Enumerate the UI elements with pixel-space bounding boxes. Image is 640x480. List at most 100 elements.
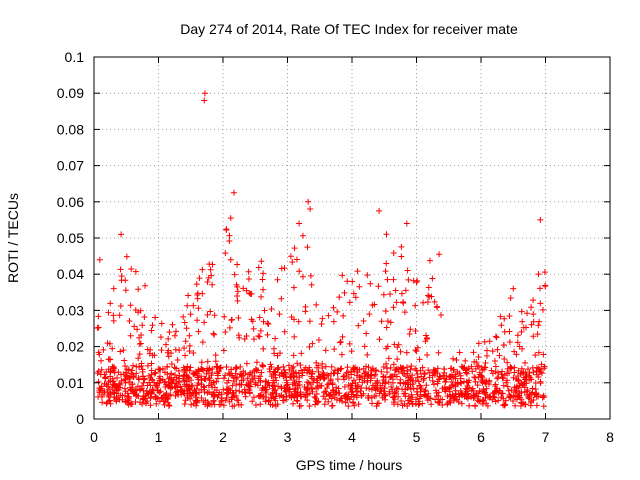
data-point <box>456 370 463 377</box>
data-point <box>463 394 470 401</box>
data-point <box>409 400 416 407</box>
data-point <box>205 400 212 407</box>
data-point <box>255 264 262 271</box>
data-point <box>447 373 454 380</box>
data-point <box>328 363 335 370</box>
data-point <box>339 333 346 340</box>
data-point <box>424 352 431 359</box>
data-point <box>542 283 549 290</box>
data-point <box>308 281 315 288</box>
data-point <box>296 370 303 377</box>
data-point <box>362 363 369 370</box>
data-point <box>169 321 176 328</box>
data-point <box>238 373 245 380</box>
data-point <box>140 396 147 403</box>
data-point <box>181 372 188 379</box>
data-point <box>427 395 434 402</box>
data-point <box>140 387 147 394</box>
data-point <box>439 385 446 392</box>
data-point <box>246 371 253 378</box>
data-point <box>296 220 303 227</box>
x-tick-label: 4 <box>348 429 356 445</box>
data-point <box>260 270 267 277</box>
data-point <box>379 380 386 387</box>
data-point <box>127 302 134 309</box>
data-point <box>182 397 189 404</box>
data-point <box>388 383 395 390</box>
data-point <box>162 341 169 348</box>
data-point <box>512 402 519 409</box>
data-point <box>113 390 120 397</box>
data-point <box>290 352 297 359</box>
data-point <box>109 345 116 352</box>
data-point <box>226 232 233 239</box>
data-point <box>444 401 451 408</box>
data-point <box>378 368 385 375</box>
data-point <box>512 389 519 396</box>
data-point <box>397 348 404 355</box>
data-point <box>103 381 110 388</box>
data-point <box>360 317 367 324</box>
data-point <box>157 388 164 395</box>
data-point <box>398 397 405 404</box>
data-point <box>354 383 361 390</box>
data-point <box>299 273 306 280</box>
data-point <box>122 363 129 370</box>
data-point <box>532 352 539 359</box>
data-point <box>409 372 416 379</box>
data-point <box>365 392 372 399</box>
y-tick-label: 0.02 <box>57 339 84 355</box>
data-point <box>369 365 376 372</box>
data-point <box>382 308 389 315</box>
data-point <box>356 283 363 290</box>
x-tick-label: 8 <box>606 429 614 445</box>
data-point <box>528 321 535 328</box>
x-tick-label: 2 <box>219 429 227 445</box>
data-point <box>297 391 304 398</box>
data-point <box>139 382 146 389</box>
data-point <box>524 387 531 394</box>
data-point <box>242 393 249 400</box>
data-point <box>157 377 164 384</box>
data-point <box>121 376 128 383</box>
data-point <box>306 403 313 410</box>
data-point <box>348 389 355 396</box>
data-point <box>186 347 193 354</box>
data-point <box>118 231 125 238</box>
data-point <box>124 372 131 379</box>
data-point <box>199 266 206 273</box>
data-point <box>325 312 332 319</box>
data-point <box>234 288 241 295</box>
data-point <box>210 330 217 337</box>
data-point <box>408 362 415 369</box>
y-tick-label: 0.03 <box>57 302 84 318</box>
data-point <box>536 285 543 292</box>
data-point <box>506 328 513 335</box>
data-point <box>254 367 261 374</box>
data-point <box>266 397 273 404</box>
data-point <box>222 372 229 379</box>
data-point <box>500 341 507 348</box>
data-point <box>274 366 281 373</box>
data-point <box>355 322 362 329</box>
data-point <box>340 312 347 319</box>
data-point <box>132 391 139 398</box>
data-point <box>250 336 257 343</box>
data-point <box>278 385 285 392</box>
data-point <box>232 370 239 377</box>
data-point <box>322 347 329 354</box>
data-point <box>227 256 234 263</box>
data-point <box>147 382 154 389</box>
data-point <box>439 401 446 408</box>
data-point <box>158 347 165 354</box>
data-point <box>431 370 438 377</box>
data-point <box>535 271 542 278</box>
data-point <box>398 290 405 297</box>
data-point <box>338 395 345 402</box>
data-point <box>493 388 500 395</box>
data-point <box>125 394 132 401</box>
data-point <box>165 335 172 342</box>
data-point <box>265 379 272 386</box>
data-point <box>380 291 387 298</box>
